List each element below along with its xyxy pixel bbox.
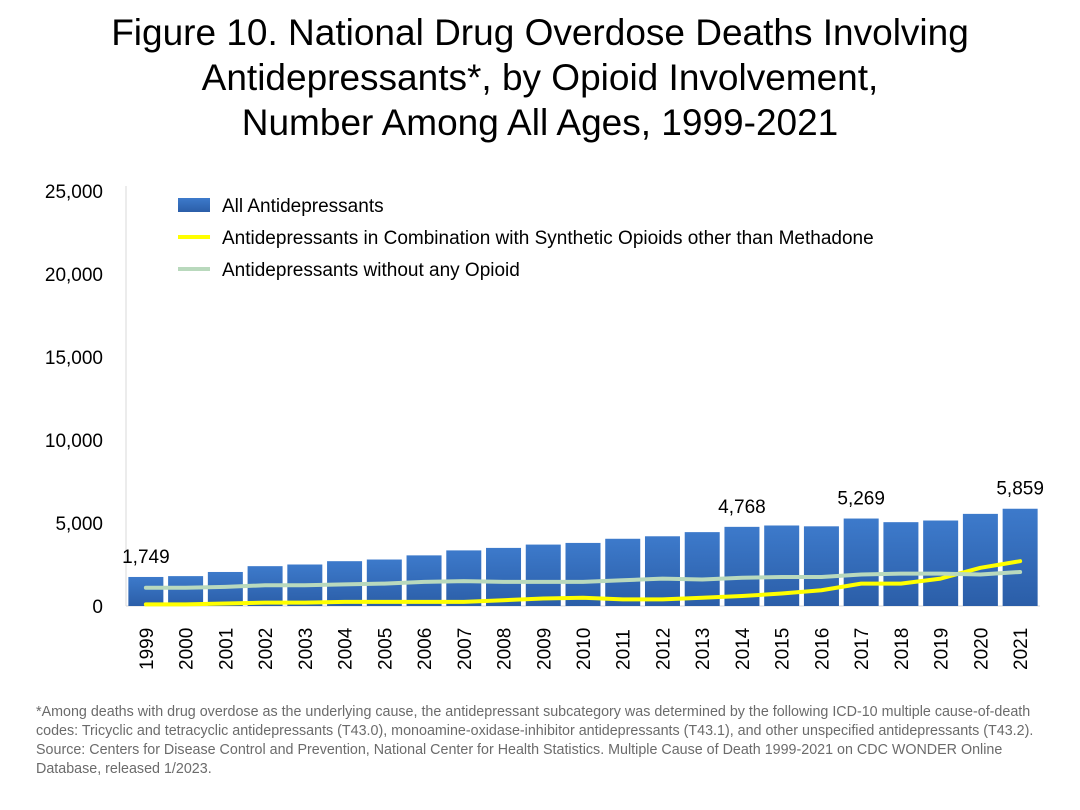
chart-title: Figure 10. National Drug Overdose Deaths… [0,10,1080,145]
legend-label: Antidepressants without any Opioid [222,260,520,281]
bar-2012 [644,536,680,606]
x-tick-label: 2008 [495,628,516,670]
x-tick-label: 2014 [733,627,754,670]
x-tick-label: 2016 [812,628,833,670]
x-tick-label: 2002 [256,628,277,670]
x-tick-label: 2010 [574,628,595,670]
x-tick-label: 2018 [892,628,913,670]
chart: 0 5,000 10,000 15,000 20,000 25,000 1999 2000 20… [45,182,1044,670]
title-line: Figure 10. National Drug Overdose Deaths… [111,12,969,53]
x-tick-label: 2004 [336,627,357,670]
data-label: 1,749 [122,547,170,568]
bar-2020 [962,513,998,606]
bar-2011 [605,538,641,606]
y-tick-label: 25,000 [45,182,103,203]
bar-2014 [724,526,760,606]
x-tick-label: 2021 [1011,628,1032,670]
x-tick-label: 2020 [971,628,992,670]
bar-2016 [803,526,839,606]
x-tick-label: 2013 [693,628,714,670]
x-tick-label: 2009 [534,628,555,670]
bar-2021 [1002,508,1038,606]
x-tick-label: 2019 [932,628,953,670]
y-tick-label: 10,000 [45,431,103,452]
x-tick-label: 1999 [137,628,158,670]
bar-2018 [883,522,919,606]
bar-2000 [168,576,204,606]
bar-2010 [565,542,601,606]
y-tick-label: 5,000 [55,514,103,535]
x-tick-label: 2011 [614,629,635,670]
footnote: *Among deaths with drug overdose as the … [36,704,1034,777]
x-tick-label: 2017 [852,628,873,670]
title-line: Antidepressants*, by Opioid Involvement, [201,57,879,98]
data-label: 5,859 [996,479,1044,500]
bar-2008 [486,547,522,606]
data-label: 5,269 [837,489,885,510]
bar-2007 [446,550,482,606]
y-tick-label: 20,000 [45,265,103,286]
title-line: Number Among All Ages, 1999-2021 [241,102,839,143]
bar-1999 [128,576,164,606]
data-label: 4,768 [718,497,766,518]
bar-2017 [843,518,879,606]
x-tick-label: 2000 [177,628,198,670]
legend-swatch [178,198,210,212]
x-tick-label: 2006 [415,628,436,670]
x-tick-label: 2015 [773,628,794,670]
bar-2009 [525,544,561,606]
legend-label: All Antidepressants [222,196,384,217]
bar-2013 [684,532,720,606]
x-tick-label: 2012 [653,628,674,670]
x-tick-label: 2007 [455,628,476,670]
legend-label: Antidepressants in Combination with Synt… [222,228,874,249]
bar-2019 [923,520,959,606]
x-tick-label: 2003 [296,628,317,670]
x-tick-label: 2001 [216,628,237,670]
y-tick-label: 15,000 [45,348,103,369]
x-tick-label: 2005 [375,628,396,670]
y-tick-label: 0 [92,597,103,618]
